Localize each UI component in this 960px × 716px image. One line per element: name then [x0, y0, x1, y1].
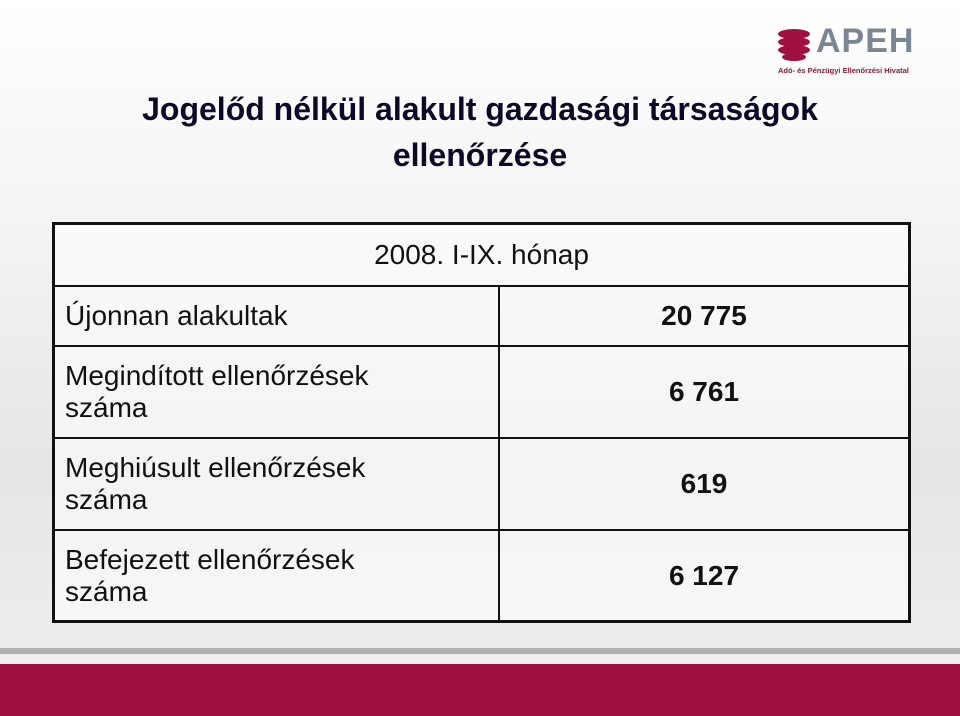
slide-title: Jogelőd nélkül alakult gazdasági társasá…: [142, 91, 818, 173]
table-row: Befejezett ellenőrzések száma 6 127: [55, 529, 908, 620]
row-label: Újonnan alakultak: [65, 300, 288, 331]
logo-subtitle: Adó- és Pénzügyi Ellenőrzési Hivatal: [778, 66, 909, 75]
row-value: 20 775: [498, 287, 908, 345]
table: 2008. I-IX. hónap Újonnan alakultak 20 77…: [52, 222, 911, 623]
table-row: Újonnan alakultak 20 775: [55, 285, 908, 345]
table-row: Megindított ellenőrzések száma 6 761: [55, 345, 908, 437]
row-label: Meghiúsult ellenőrzések száma: [65, 452, 366, 515]
row-value: 6 127: [498, 531, 908, 620]
row-value: 6 761: [498, 347, 908, 437]
logo: APEH Adó- és Pénzügyi Ellenőrzési Hivata…: [776, 22, 936, 78]
footer-stripe: [0, 648, 960, 654]
logo-icon: [778, 29, 810, 61]
logo-name: APEH: [816, 22, 915, 60]
column-header: 2008. I-IX. hónap: [374, 239, 589, 270]
row-value: 619: [498, 439, 908, 529]
row-label: Befejezett ellenőrzések száma: [65, 543, 355, 607]
footer-bar: [0, 664, 960, 716]
table-row: Meghiúsult ellenőrzések száma 619: [55, 437, 908, 529]
row-label: Megindított ellenőrzések száma: [65, 360, 369, 423]
